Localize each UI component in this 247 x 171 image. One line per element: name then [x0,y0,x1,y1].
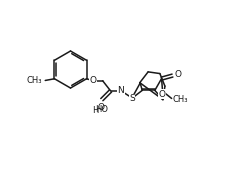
Text: CH₃: CH₃ [172,95,188,104]
Text: CH₃: CH₃ [26,76,42,85]
Text: N: N [117,86,124,95]
Text: O: O [98,103,104,112]
Text: S: S [129,94,135,103]
Text: O: O [174,70,181,79]
Text: H: H [92,106,99,115]
Text: HO: HO [95,105,108,114]
Text: O: O [89,76,96,85]
Text: O: O [159,90,166,98]
